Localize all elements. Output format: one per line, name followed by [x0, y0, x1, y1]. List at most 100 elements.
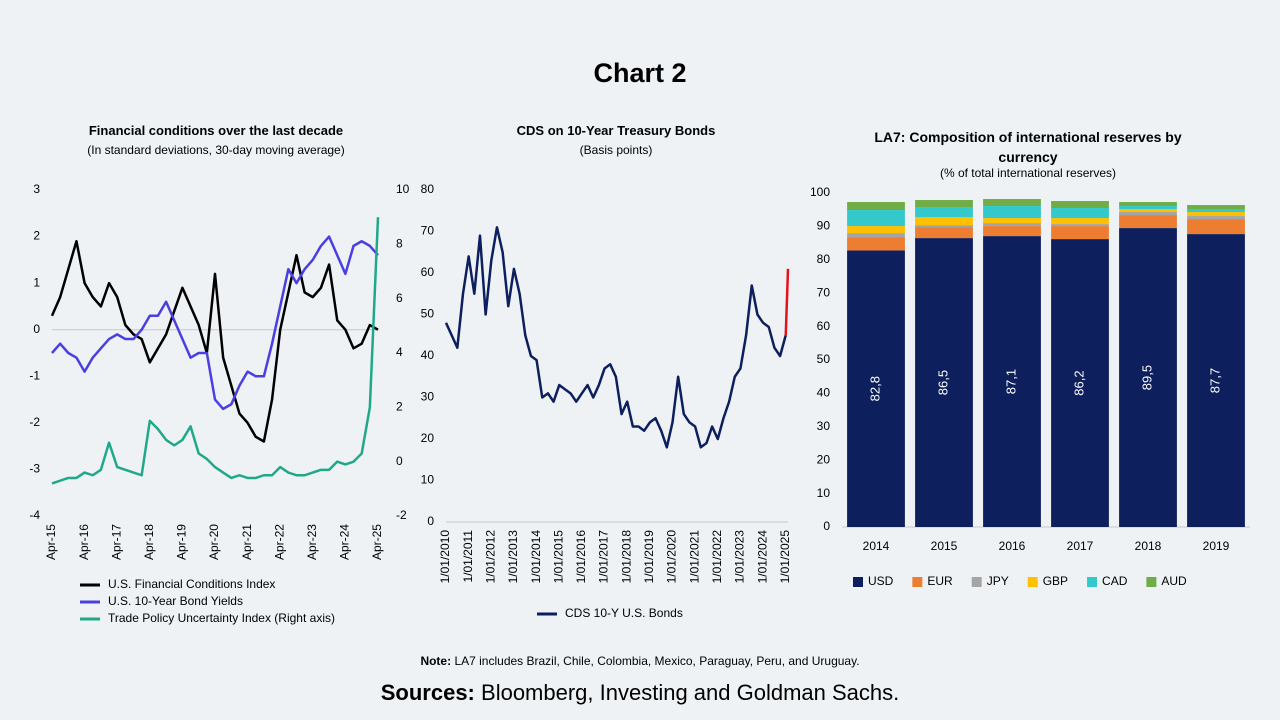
- bar-segment: [983, 226, 1041, 237]
- bar-segment: [847, 226, 905, 234]
- bar-segment: [915, 227, 973, 239]
- y2-tick-label: -2: [396, 508, 407, 522]
- bar-segment: [1187, 212, 1245, 217]
- x-tick-label: 1/01/2022: [710, 530, 724, 584]
- y2-tick-label: 6: [396, 291, 403, 305]
- bar-segment: [915, 207, 973, 218]
- y-tick-label: 0: [823, 519, 830, 533]
- x-tick-label: 1/01/2019: [642, 530, 656, 584]
- y-tick-label: 50: [421, 307, 435, 321]
- chart-title: Financial conditions over the last decad…: [88, 123, 344, 138]
- bar-segment: [983, 223, 1041, 227]
- x-tick-label: 1/01/2016: [574, 530, 588, 584]
- y2-tick-label: 0: [396, 454, 403, 468]
- y-tick-label: -3: [29, 462, 40, 476]
- x-tick-label: Apr-21: [240, 524, 254, 560]
- slide-title: Chart 2: [593, 58, 687, 88]
- x-tick-label: Apr-23: [305, 524, 319, 560]
- sources-text: Bloomberg, Investing and Goldman Sachs.: [481, 680, 900, 705]
- bar-segment: [1187, 205, 1245, 210]
- x-tick-label: 2017: [1067, 539, 1094, 553]
- legend-swatch: [912, 577, 923, 587]
- legend-label: USD: [868, 574, 894, 588]
- x-tick-label: 1/01/2017: [597, 530, 611, 584]
- y-tick-label: 0: [427, 514, 434, 528]
- line-series: [444, 226, 787, 449]
- y-tick-label: 2: [33, 229, 40, 243]
- y2-tick-label: 10: [396, 182, 410, 196]
- line-segment-highlight: [784, 268, 790, 336]
- y-tick-label: 40: [817, 386, 831, 400]
- chart-subtitle: (Basis points): [579, 143, 653, 157]
- x-tick-label: 1/01/2011: [461, 530, 475, 583]
- x-tick-label: Apr-17: [109, 524, 123, 560]
- chart-title: LA7: Composition of international reserv…: [874, 129, 1182, 165]
- legend-label: U.S. Financial Conditions Index: [108, 577, 275, 591]
- note-text: LA7 includes Brazil, Chile, Colombia, Me…: [454, 654, 860, 668]
- y2-tick-label: 8: [396, 237, 403, 251]
- x-tick-label: 1/01/2015: [551, 530, 565, 584]
- data-label: 89,5: [1139, 365, 1154, 390]
- x-tick-label: 2016: [999, 539, 1026, 553]
- legend-label: CDS 10-Y U.S. Bonds: [565, 606, 683, 620]
- y-tick-label: 80: [421, 182, 435, 196]
- x-tick-label: Apr-15: [44, 524, 58, 560]
- x-tick-label: 1/01/2020: [665, 530, 679, 584]
- y-tick-label: 3: [33, 182, 40, 196]
- x-tick-label: 1/01/2013: [506, 530, 520, 584]
- x-tick-label: 1/01/2024: [755, 530, 769, 584]
- y-tick-label: 70: [817, 285, 831, 299]
- chart-title: CDS on 10-Year Treasury Bonds: [516, 123, 716, 138]
- bar-segment: [1187, 209, 1245, 213]
- legend-label: CAD: [1102, 574, 1128, 588]
- y2-tick-label: 4: [396, 345, 403, 359]
- y-tick-label: 60: [421, 265, 435, 279]
- y-tick-label: -4: [29, 508, 40, 522]
- bar-segment: [1187, 216, 1245, 220]
- x-tick-label: 2019: [1203, 539, 1230, 553]
- data-label: 82,8: [867, 376, 882, 401]
- line-series: [50, 239, 379, 443]
- legend-label: EUR: [927, 574, 953, 588]
- data-label: 87,7: [1207, 368, 1222, 393]
- y-tick-label: 30: [817, 419, 831, 433]
- x-tick-label: 1/01/2021: [687, 530, 701, 584]
- bar-segment: [1187, 234, 1245, 527]
- bar-segment: [1119, 202, 1177, 207]
- legend-swatch: [1027, 577, 1038, 587]
- bar-segment: [1051, 239, 1109, 528]
- y-tick-label: 80: [817, 252, 831, 266]
- x-tick-label: Apr-24: [338, 524, 352, 560]
- y-tick-label: 90: [817, 219, 831, 233]
- y2-tick-label: 2: [396, 400, 403, 414]
- x-tick-label: 1/01/2025: [778, 530, 792, 584]
- legend-swatch: [1146, 577, 1157, 587]
- line-series: [51, 235, 379, 411]
- bar-segment: [1051, 226, 1109, 240]
- bar-segment: [1051, 218, 1109, 225]
- sources-label: Sources:: [380, 680, 475, 705]
- bar-segment: [983, 218, 1041, 224]
- legend-swatch: [971, 577, 982, 587]
- data-label: 87,1: [1003, 369, 1018, 394]
- legend-label: GBP: [1043, 574, 1068, 588]
- x-tick-label: Apr-19: [175, 524, 189, 560]
- bar-segment: [983, 236, 1041, 527]
- legend-swatch: [1087, 577, 1098, 587]
- x-tick-label: 1/01/2012: [483, 530, 497, 584]
- bar-segment: [915, 217, 973, 226]
- y-tick-label: 0: [33, 322, 40, 336]
- data-label: 86,2: [1071, 370, 1086, 395]
- bar-segment: [1187, 219, 1245, 235]
- bar-segment: [1051, 208, 1109, 219]
- y-tick-label: 50: [817, 352, 831, 366]
- bar-segment: [847, 233, 905, 238]
- y-tick-label: 10: [421, 473, 435, 487]
- bar-segment: [1119, 215, 1177, 229]
- y-tick-label: 60: [817, 319, 831, 333]
- legend-label: AUD: [1161, 574, 1187, 588]
- chart-subtitle: (% of total international reserves): [939, 166, 1117, 180]
- bar-segment: [915, 200, 973, 208]
